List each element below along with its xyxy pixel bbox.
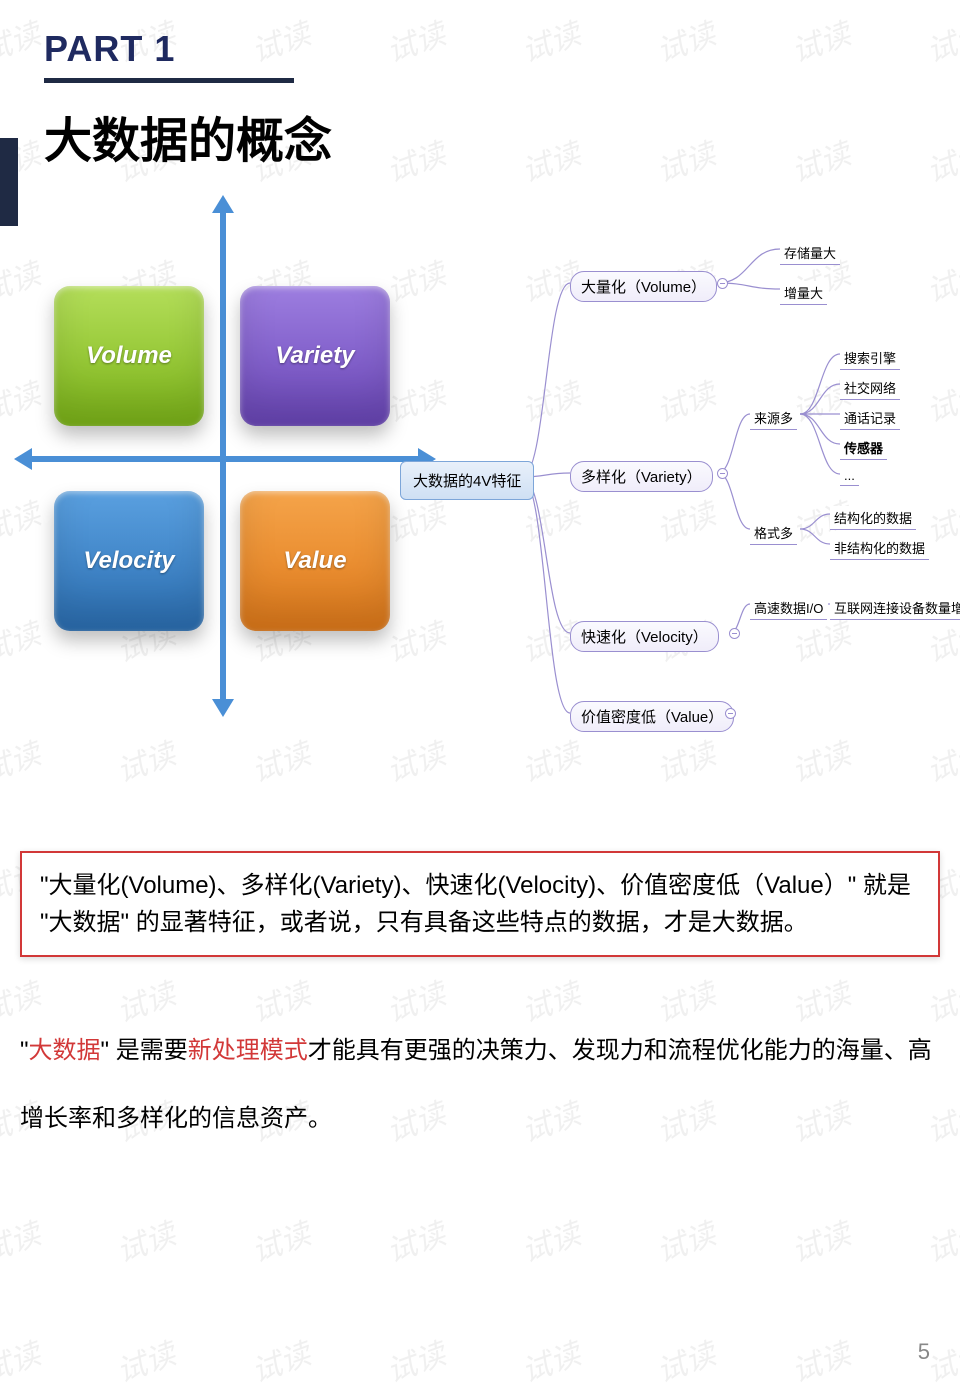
slide-header: PART 1 大数据的概念 (10, 28, 960, 171)
def-quote: " (20, 1037, 29, 1064)
mindmap-node: 价值密度低（Value） (570, 701, 734, 732)
mindmap-node: 快速化（Velocity） (570, 621, 719, 652)
mindmap-node: 格式多 (750, 521, 797, 545)
mindmap-node: 结构化的数据 (830, 506, 916, 530)
collapse-icon (717, 468, 728, 479)
four-v-quadrant: Volume Variety Velocity Value (40, 231, 410, 691)
mindmap: 大数据的4V特征 大量化（Volume） 多样化（Variety） 快速化（Veloc… (400, 211, 960, 781)
def-mid-1: " 是需要 (101, 1037, 188, 1064)
quad-box-variety: Variety (240, 286, 390, 426)
x-axis (30, 456, 420, 462)
quad-box-value: Value (240, 491, 390, 631)
mindmap-node: 大数据的4V特征 (400, 461, 534, 500)
mindmap-node: 多样化（Variety） (570, 461, 713, 492)
mindmap-node: 高速数据I/O (750, 596, 827, 620)
mindmap-node: 社交网络 (840, 376, 900, 400)
page-number: 5 (918, 1339, 930, 1365)
mindmap-node: 搜索引擎 (840, 346, 900, 370)
mindmap-node: 大量化（Volume） (570, 271, 717, 302)
collapse-icon (725, 708, 736, 719)
collapse-icon (729, 628, 740, 639)
mindmap-node: ... (840, 466, 859, 486)
def-red-2: 新处理模式 (188, 1037, 308, 1064)
diagram-area: Volume Variety Velocity Value 大数据的4V特征 大量化（V… (0, 211, 940, 781)
mindmap-node: 通话记录 (840, 406, 900, 430)
quad-box-volume: Volume (54, 286, 204, 426)
def-red-1: 大数据 (29, 1037, 101, 1064)
header-underline (44, 78, 294, 83)
mindmap-node: 传感器 (840, 436, 887, 460)
part-label: PART 1 (44, 28, 960, 70)
summary-box: "大量化(Volume)、多样化(Variety)、快速化(Velocity)、… (20, 851, 940, 957)
quad-box-velocity: Velocity (54, 491, 204, 631)
mindmap-node: 来源多 (750, 406, 797, 430)
definition-paragraph: "大数据" 是需要新处理模式才能具有更强的决策力、发现力和流程优化能力的海量、高… (20, 1017, 940, 1151)
mindmap-node: 存储量大 (780, 241, 840, 265)
mindmap-node: 互联网连接设备数量增长 (830, 596, 960, 620)
mindmap-node: 增量大 (780, 281, 827, 305)
page-title: 大数据的概念 (44, 101, 960, 171)
collapse-icon (717, 278, 728, 289)
mindmap-node: 非结构化的数据 (830, 536, 929, 560)
